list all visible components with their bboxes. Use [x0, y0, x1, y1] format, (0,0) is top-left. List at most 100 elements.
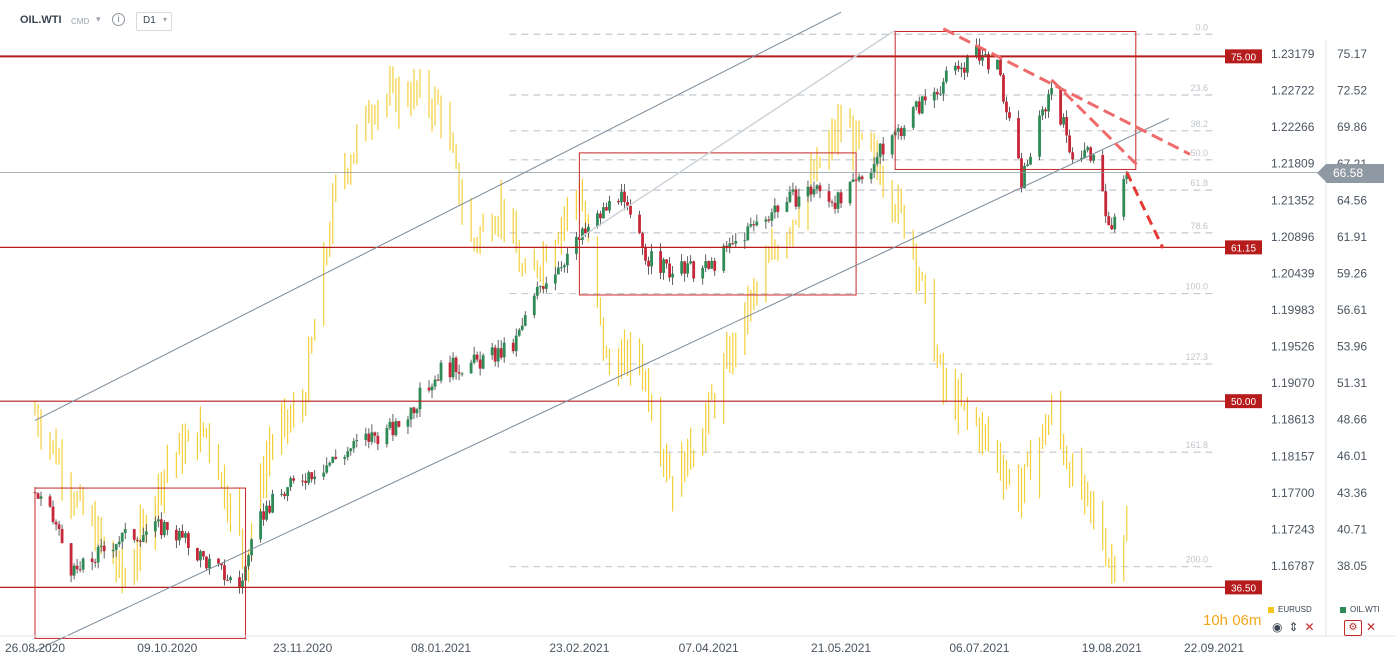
oil-candle-body: [596, 213, 599, 227]
oil-candle-body: [1050, 88, 1053, 95]
oil-candle-body: [208, 558, 211, 569]
fibonacci-retracement: 0.0 23.6 38.2 50.0 61.8 78.6 100.0 127.3 161.8 20…: [509, 22, 1214, 568]
oil-axis-tick: 61.91: [1337, 230, 1367, 244]
oil-candle-body: [346, 451, 350, 458]
oil-candle-body: [764, 219, 768, 222]
oil-candle-body: [454, 357, 458, 373]
oil-candle-body: [953, 65, 957, 71]
date-axis-tick: 07.04.2021: [679, 641, 739, 655]
oil-candle-body: [457, 372, 461, 374]
oil-candle-body: [69, 543, 73, 576]
oil-candle-body: [1101, 155, 1105, 192]
oil-candle-body: [51, 506, 55, 522]
oil-candle-body: [153, 521, 157, 532]
eurusd-axis-tick: 1.18157: [1271, 449, 1315, 463]
oil-candle-body: [490, 347, 494, 356]
oil-candle-body: [626, 201, 629, 206]
oil-candle-body: [860, 176, 864, 180]
oil-candle-body: [791, 189, 795, 192]
eurusd-axis-tick: 1.22266: [1271, 120, 1315, 134]
oil-candle-body: [1023, 165, 1026, 189]
oil-candle-body: [1044, 109, 1047, 112]
oil-candle-body: [692, 261, 696, 279]
reorder-icon[interactable]: ⇕: [1288, 620, 1299, 634]
oil-candle-body: [1083, 150, 1087, 158]
fib-level-label: 50.0: [1190, 148, 1208, 158]
oil-candle-body: [394, 421, 398, 436]
oil-axis-tick: 43.36: [1337, 486, 1367, 500]
oil-candle-body: [370, 432, 374, 442]
instrument-type-label: CMD: [71, 17, 90, 26]
legend-eurusd-label: EURUSD: [1278, 605, 1312, 614]
eurusd-axis-tick: 1.16787: [1271, 559, 1315, 573]
oil-candle-body: [496, 348, 500, 362]
oil-candle-body: [978, 45, 981, 61]
oil-candle-body: [996, 59, 999, 70]
oil-axis-tick: 69.86: [1337, 120, 1367, 134]
oil-candle-body: [1080, 157, 1084, 160]
oil-candle-body: [226, 579, 229, 581]
oil-candle-body: [857, 176, 861, 181]
oil-candle-body: [199, 551, 202, 561]
info-icon[interactable]: i: [112, 13, 125, 26]
countdown-minutes: 06m: [1232, 612, 1262, 629]
oil-candle-body: [117, 541, 121, 545]
oil-candle-body: [1071, 152, 1075, 160]
legend-eurusd[interactable]: EURUSD: [1268, 605, 1312, 614]
fib-level-label: 38.2: [1190, 119, 1208, 129]
oil-candle-body: [238, 577, 241, 587]
oil-candle-body: [111, 549, 115, 552]
oil-candle-body: [511, 342, 515, 352]
oil-candle-body: [141, 535, 145, 542]
oil-candle-body: [120, 533, 124, 542]
oil-candle-body: [981, 54, 984, 61]
close-icon[interactable]: ✕: [1366, 620, 1377, 634]
oil-candle-body: [830, 201, 834, 203]
oil-candle-body: [517, 329, 521, 336]
fib-level-label: 127.3: [1185, 352, 1208, 362]
oil-candle-body: [662, 259, 665, 273]
timeframe-select[interactable]: D1 ▾: [136, 12, 172, 31]
oil-candle-body: [959, 67, 963, 70]
oil-candle-body: [138, 540, 142, 542]
oil-candle-body: [1059, 88, 1063, 125]
legend-oil[interactable]: OIL.WTI: [1340, 605, 1380, 614]
oil-candle-body: [749, 224, 753, 227]
oil-candle-body: [647, 260, 650, 267]
oil-candle-body: [430, 386, 434, 391]
close-icon[interactable]: ✕: [1304, 620, 1315, 634]
level-price-tag: [1225, 240, 1262, 255]
oil-candle-body: [328, 462, 332, 466]
chevron-down-icon[interactable]: ▾: [96, 14, 101, 24]
oil-candle-body: [818, 185, 822, 192]
oil-candle-body: [433, 379, 437, 387]
oil-candle-body: [343, 457, 347, 459]
eurusd-series: [34, 65, 1128, 594]
oil-candle-body: [623, 191, 626, 202]
symbol-label[interactable]: OIL.WTI: [20, 14, 62, 26]
oil-axis-tick: 59.26: [1337, 266, 1367, 280]
date-axis-tick: 22.09.2021: [1184, 641, 1244, 655]
oil-candle-body: [851, 179, 855, 182]
eye-icon[interactable]: ◉: [1272, 620, 1283, 634]
oil-candle-body: [60, 528, 64, 544]
oil-candle-body: [1065, 117, 1069, 136]
oil-candle-body: [250, 539, 253, 556]
level-price-tag: [1225, 394, 1262, 409]
oil-candle-body: [836, 192, 840, 209]
settings-icon[interactable]: ⚙: [1344, 620, 1362, 636]
candle-countdown: 10h 06m: [1203, 612, 1261, 629]
current-price-label: 66.58: [1333, 166, 1364, 180]
oil-candle-body: [848, 181, 852, 204]
oil-candle-body: [439, 362, 443, 381]
oil-candle-body: [956, 65, 960, 70]
oil-candle-body: [587, 226, 590, 234]
oil-candle-body: [773, 205, 777, 213]
oil-candle-body: [75, 565, 79, 570]
oil-candle-body: [180, 530, 184, 538]
oil-candle-body: [177, 530, 181, 541]
fib-level-label: 23.6: [1190, 83, 1208, 93]
oil-candle-body: [1002, 75, 1005, 102]
oil-candle-body: [553, 274, 557, 284]
